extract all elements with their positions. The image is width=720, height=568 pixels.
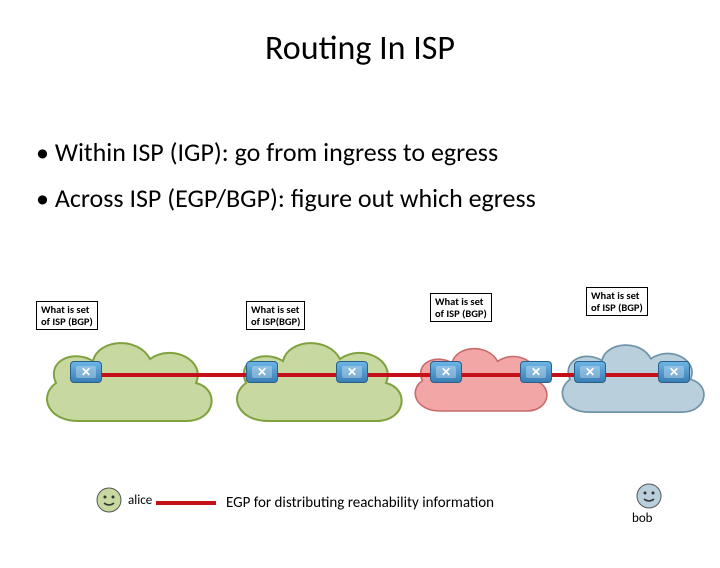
isp-cloud	[546, 317, 718, 447]
bgp-label: What is setof ISP (BGP)	[36, 301, 98, 330]
router-icon: ✕	[520, 361, 552, 383]
bullet-item: Across ISP (EGP/BGP): figure out which e…	[36, 182, 536, 214]
router-icon: ✕	[70, 361, 102, 383]
bob-label: bob	[632, 511, 653, 526]
alice-label: alice	[128, 493, 152, 508]
router-icon: ✕	[246, 361, 278, 383]
bullet-item: Within ISP (IGP): go from ingress to egr…	[36, 136, 536, 168]
bob-icon	[636, 483, 662, 509]
legend-line	[156, 501, 216, 505]
legend-text: EGP for distributing reachability inform…	[226, 494, 494, 512]
bgp-label: What is setof ISP(BGP)	[246, 301, 305, 330]
bgp-label: What is setof ISP (BGP)	[430, 293, 492, 322]
router-icon: ✕	[574, 361, 606, 383]
isp-cloud	[218, 321, 418, 451]
slide-title: Routing In ISP	[0, 28, 720, 69]
router-icon: ✕	[658, 361, 690, 383]
legend: EGP for distributing reachability inform…	[156, 494, 494, 512]
bullet-list: Within ISP (IGP): go from ingress to egr…	[36, 136, 536, 214]
isp-cloud	[28, 321, 228, 451]
alice-icon	[96, 487, 122, 513]
bgp-label: What is setof ISP (BGP)	[586, 287, 648, 316]
router-icon: ✕	[430, 361, 462, 383]
router-icon: ✕	[336, 361, 368, 383]
isp-cloud	[400, 319, 560, 447]
